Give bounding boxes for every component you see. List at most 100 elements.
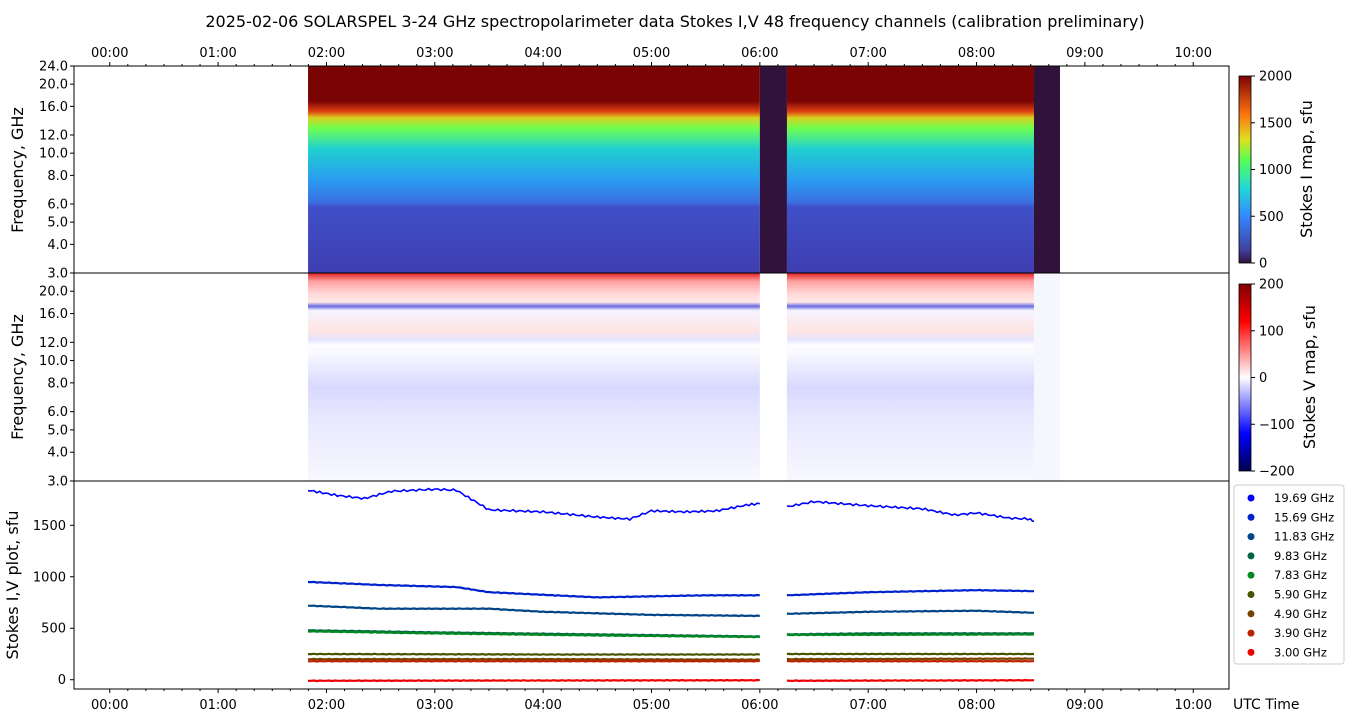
stokes-i-colorbar-gradient (1238, 75, 1252, 264)
stokes-v-colorbar-tick-label: 200 (1259, 278, 1284, 293)
series-line (786, 659, 1034, 663)
bottom-x-tick-label: 10:00 (1175, 698, 1212, 713)
stokes-i-y-tick-label: 10.0 (39, 147, 68, 162)
stokes-v-map-segment (786, 273, 1034, 481)
stokes-v-y-tick-label: 16.0 (39, 307, 68, 322)
plot-y-tick-label: 1000 (33, 570, 66, 585)
legend-label: 7.83 GHz (1274, 568, 1327, 582)
stokes-i-y-tick-label: 24.0 (39, 60, 68, 75)
stokes-i-colorbar-tick-label: 1500 (1259, 116, 1292, 131)
series-line (308, 659, 760, 663)
legend-marker (1247, 591, 1255, 598)
top-x-tick-label: 05:00 (633, 46, 670, 61)
series-line (307, 657, 760, 662)
legend-marker (1247, 571, 1255, 579)
x-axis-label: UTC Time (1233, 697, 1299, 713)
legend-marker (1247, 513, 1255, 521)
top-x-tick-label: 07:00 (849, 46, 886, 61)
stokes-v-y-tick-label: 5.0 (47, 423, 68, 438)
legend: 19.69 GHz 15.69 GHz 11.83 GHz 9.83 GHz 7.83 … (1233, 484, 1345, 665)
legend-marker (1247, 610, 1255, 618)
stokes-i-colorbar-tick-label: 1000 (1259, 163, 1292, 178)
stokes-v-y-label: Frequency, GHz (8, 314, 27, 440)
legend-marker (1247, 629, 1255, 637)
stokes-v-colorbar-tick-label: −200 (1259, 465, 1295, 480)
stokes-i-y-tick-label: 5.0 (47, 216, 68, 231)
stokes-v-colorbar-tick-label: 0 (1259, 371, 1267, 386)
stokes-i-y-tick-label: 8.0 (47, 169, 68, 184)
stokes-v-map-segment (308, 273, 760, 481)
series-line (786, 652, 1034, 656)
stokes-i-data-gap (1033, 66, 1060, 273)
stokes-v-colorbar-tick-label: −100 (1259, 418, 1295, 433)
stokes-i-y-tick-label: 4.0 (47, 238, 68, 253)
top-x-tick-label: 09:00 (1066, 46, 1103, 61)
series-line (307, 678, 760, 683)
legend-marker (1247, 533, 1255, 541)
legend-label: 15.69 GHz (1274, 510, 1334, 524)
series-line (786, 588, 1034, 597)
plot-y-label: Stokes I,V plot, sfu (3, 511, 22, 660)
series-line (786, 633, 1035, 637)
legend-marker (1247, 552, 1255, 560)
bottom-x-tick-label: 03:00 (416, 698, 453, 713)
stokes-v-y-tick-label: 10.0 (39, 354, 68, 369)
bottom-x-tick-label: 05:00 (633, 698, 670, 713)
stokes-i-y-tick-label: 6.0 (47, 198, 68, 213)
plot-y-tick-label: 500 (41, 622, 66, 637)
legend-label: 4.90 GHz (1274, 607, 1327, 621)
chart-title: 2025-02-06 SOLARSPEL 3-24 GHz spectropol… (205, 12, 1144, 31)
series-line (307, 604, 760, 618)
top-x-tick-label: 00:00 (91, 46, 128, 61)
legend-marker (1247, 494, 1255, 502)
top-x-tick-label: 03:00 (416, 46, 453, 61)
legend-box (1233, 484, 1345, 665)
stokes-v-y-tick-label: 20.0 (39, 285, 68, 300)
stokes-v-y-tick-label: 3.0 (47, 475, 68, 490)
legend-label: 9.83 GHz (1274, 549, 1327, 563)
bottom-x-tick-label: 02:00 (308, 698, 345, 713)
series-line (307, 580, 760, 599)
stokes-i-map-segment (308, 66, 760, 273)
legend-label: 5.90 GHz (1274, 588, 1327, 602)
stokes-i-data-gap (759, 66, 787, 273)
stokes-v-colorbar-label: Stokes V map, sfu (1300, 305, 1319, 449)
series-line (786, 609, 1035, 615)
series-line (308, 652, 760, 656)
stokes-v-colorbar-tick-label: 100 (1259, 324, 1284, 339)
stokes-v-colorbar: 200 100 0 −100 −200 Stokes V map, sfu (1238, 278, 1319, 480)
top-x-tick-label: 02:00 (308, 46, 345, 61)
stokes-i-colorbar: 2000 1500 1000 500 0 Stokes I map, sfu (1238, 70, 1316, 272)
stokes-v-colorbar-gradient (1238, 283, 1252, 472)
series-line (786, 678, 1035, 683)
top-x-tick-label: 01:00 (199, 46, 236, 61)
bottom-x-tick-label: 01:00 (199, 698, 236, 713)
stokes-i-y-tick-label: 20.0 (39, 78, 68, 93)
top-x-tick-label: 06:00 (741, 46, 778, 61)
stokes-v-y-tick-label: 4.0 (47, 446, 68, 461)
legend-label: 3.90 GHz (1274, 626, 1327, 640)
stokes-i-colorbar-tick-label: 2000 (1259, 70, 1292, 85)
bottom-x-tick-label: 08:00 (958, 698, 995, 713)
stokes-i-panel: 24.0 20.0 16.0 12.0 10.0 8.0 6.0 5.0 4.0 3.0 Frequ… (8, 60, 1230, 282)
stokes-plot-panel: 1500 1000 500 0 Stokes I,V plot, sfu 00:00 01:… (3, 480, 1230, 713)
stokes-i-colorbar-tick-label: 500 (1259, 210, 1284, 225)
stokes-v-y-tick-label: 12.0 (39, 336, 68, 351)
stokes-i-y-label: Frequency, GHz (8, 107, 27, 233)
stokes-v-y-tick-label: 8.0 (47, 376, 68, 391)
top-x-tick-label: 04:00 (524, 46, 561, 61)
stokes-i-map-segment (786, 66, 1034, 273)
bottom-x-tick-label: 04:00 (524, 698, 561, 713)
series-line (308, 630, 760, 639)
stokes-i-y-tick-label: 3.0 (47, 267, 68, 282)
stokes-i-y-tick-label: 16.0 (39, 100, 68, 115)
bottom-x-tick-label: 07:00 (849, 698, 886, 713)
series-line (307, 487, 760, 522)
series-line (786, 500, 1035, 522)
legend-label: 19.69 GHz (1274, 491, 1334, 505)
plot-y-tick-label: 1500 (33, 519, 66, 534)
legend-marker (1247, 648, 1255, 656)
stokes-i-colorbar-label: Stokes I map, sfu (1297, 100, 1316, 238)
stokes-i-colorbar-tick-label: 0 (1259, 257, 1267, 272)
